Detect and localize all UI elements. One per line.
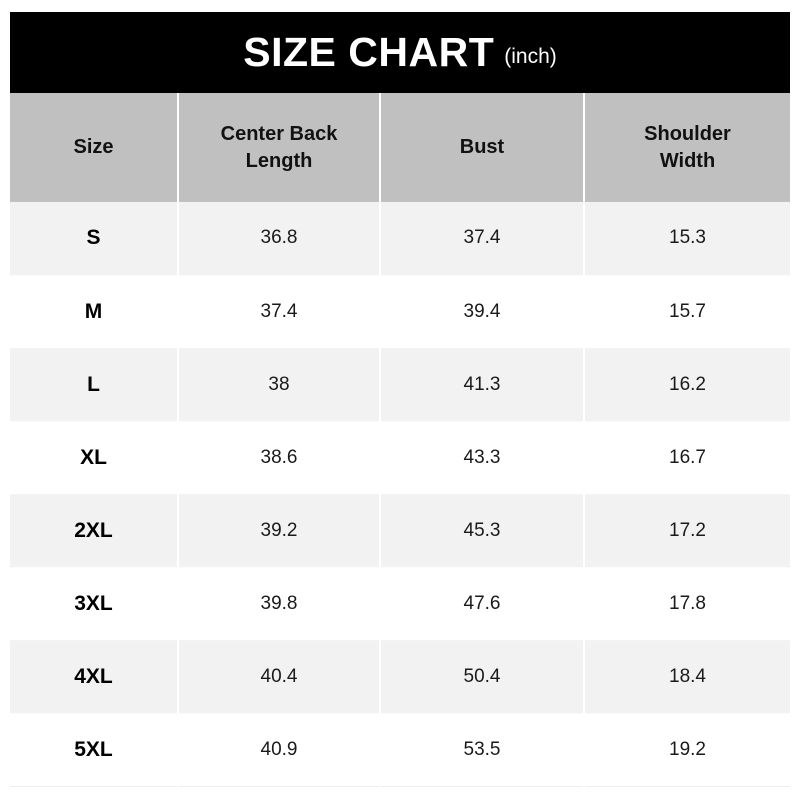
cell-bust: 43.3	[380, 421, 585, 495]
column-header-size-line-1: Size	[73, 136, 114, 158]
cell-shoulder-width: 19.2	[584, 713, 790, 787]
cell-shoulder-width: 16.7	[584, 421, 790, 495]
cell-center-back-length: 40.4	[178, 640, 381, 714]
cell-shoulder-width: 18.4	[584, 640, 790, 714]
cell-shoulder-width: 17.2	[584, 494, 790, 568]
table-row: XL 38.6 43.3 16.7	[10, 421, 790, 495]
cell-bust: 53.5	[380, 713, 585, 787]
unit-label: (inch)	[504, 45, 557, 68]
column-header-shoulder-width-line-1: Shoulder	[644, 122, 731, 145]
size-chart-container: SIZE CHART (inch) Size Center Back Lengt…	[10, 12, 790, 787]
cell-size: L	[10, 348, 179, 422]
column-header-shoulder-width: Shoulder Width	[584, 93, 790, 202]
page-title: SIZE CHART	[243, 29, 495, 75]
table-header-row: Size Center Back Length Bust Shoulder Wi…	[10, 93, 790, 202]
cell-size: XL	[10, 421, 179, 495]
cell-center-back-length: 36.8	[178, 202, 381, 276]
cell-bust: 47.6	[380, 567, 585, 641]
cell-center-back-length: 38	[178, 348, 381, 422]
column-header-center-back-length: Center Back Length	[178, 93, 381, 202]
cell-center-back-length: 40.9	[178, 713, 381, 787]
cell-shoulder-width: 17.8	[584, 567, 790, 641]
table-row: 3XL 39.8 47.6 17.8	[10, 567, 790, 641]
table-body: S 36.8 37.4 15.3 M 37.4 39.4 15.7 L 38 4…	[10, 202, 790, 787]
size-chart-banner: SIZE CHART (inch)	[10, 12, 790, 93]
table-row: 2XL 39.2 45.3 17.2	[10, 494, 790, 568]
cell-size: 5XL	[10, 713, 179, 787]
cell-bust: 45.3	[380, 494, 585, 568]
cell-size: 4XL	[10, 640, 179, 714]
column-header-bust: Bust	[380, 93, 585, 202]
table-header: Size Center Back Length Bust Shoulder Wi…	[10, 93, 790, 202]
cell-center-back-length: 39.2	[178, 494, 381, 568]
table-row: L 38 41.3 16.2	[10, 348, 790, 422]
column-header-bust-line-1: Bust	[459, 136, 505, 158]
cell-bust: 39.4	[380, 275, 585, 349]
size-chart-table: Size Center Back Length Bust Shoulder Wi…	[10, 93, 790, 787]
column-header-center-back-length-line-1: Center Back	[220, 122, 338, 145]
cell-bust: 37.4	[380, 202, 585, 276]
cell-center-back-length: 37.4	[178, 275, 381, 349]
table-row: 5XL 40.9 53.5 19.2	[10, 713, 790, 787]
table-row: 4XL 40.4 50.4 18.4	[10, 640, 790, 714]
cell-shoulder-width: 15.7	[584, 275, 790, 349]
cell-size: 3XL	[10, 567, 179, 641]
column-header-size: Size	[10, 93, 179, 202]
column-header-shoulder-width-line-2: Width	[659, 149, 716, 172]
table-row: S 36.8 37.4 15.3	[10, 202, 790, 276]
cell-bust: 50.4	[380, 640, 585, 714]
cell-size: M	[10, 275, 179, 349]
cell-shoulder-width: 16.2	[584, 348, 790, 422]
cell-size: 2XL	[10, 494, 179, 568]
cell-center-back-length: 39.8	[178, 567, 381, 641]
column-header-center-back-length-line-2: Length	[245, 149, 313, 172]
cell-size: S	[10, 202, 179, 276]
cell-center-back-length: 38.6	[178, 421, 381, 495]
table-row: M 37.4 39.4 15.7	[10, 275, 790, 349]
cell-bust: 41.3	[380, 348, 585, 422]
cell-shoulder-width: 15.3	[584, 202, 790, 276]
